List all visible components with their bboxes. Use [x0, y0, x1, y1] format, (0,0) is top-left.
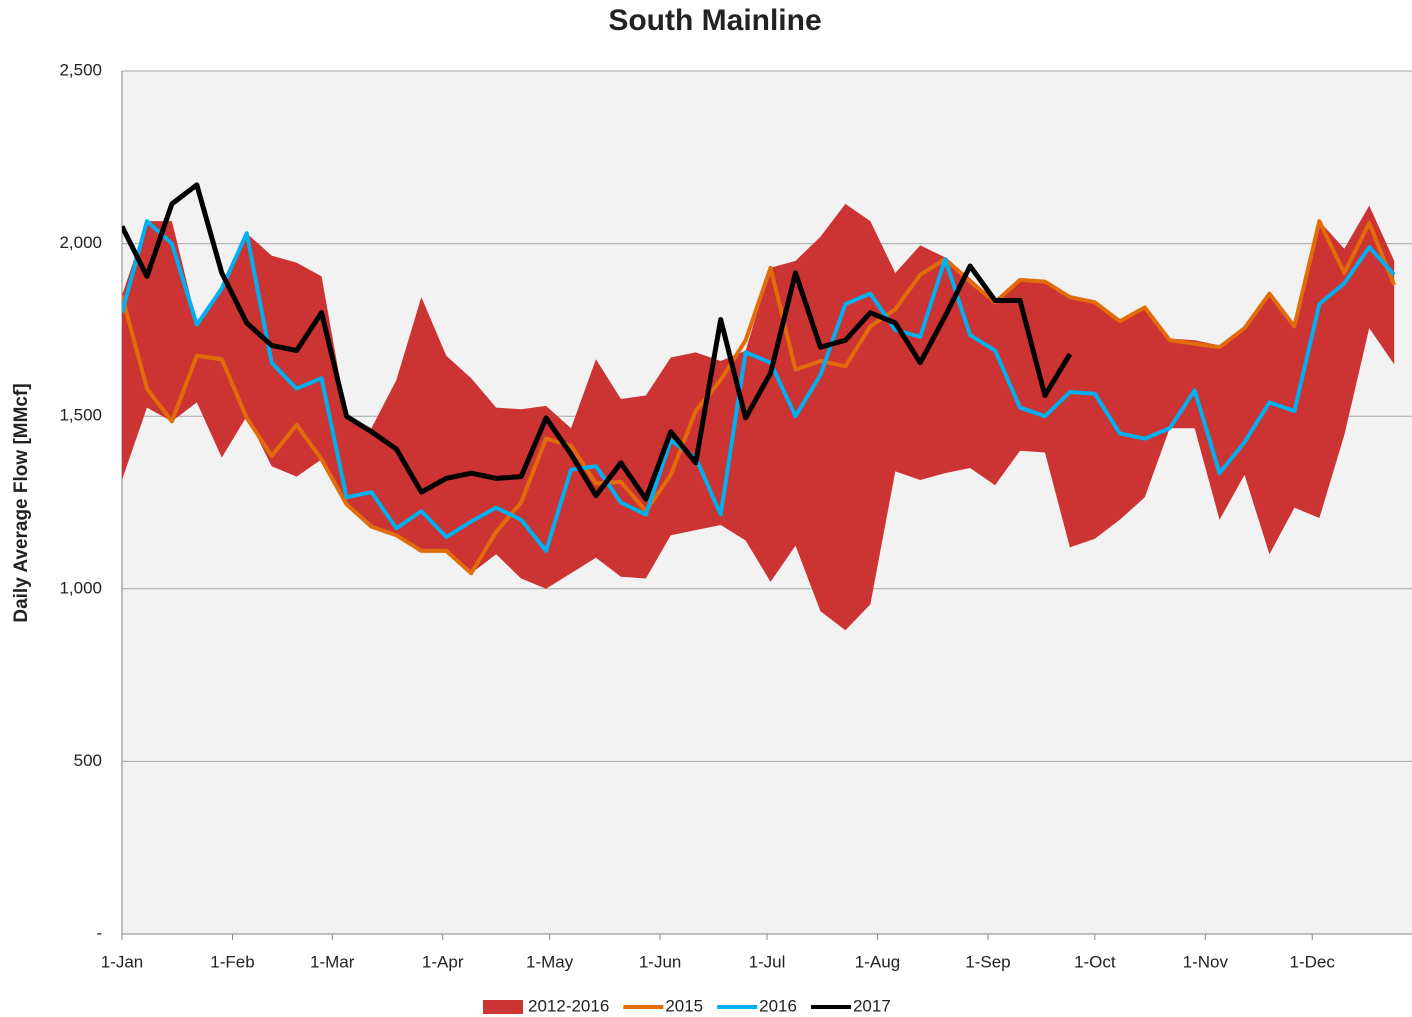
range-band: [122, 203, 1395, 631]
y-tick-label: 1,000: [59, 578, 102, 597]
y-axis-label: Daily Average Flow [MMcf]: [11, 383, 32, 622]
legend-label: 2017: [853, 996, 891, 1015]
x-tick-label: 1-Dec: [1290, 952, 1336, 971]
x-tick-label: 1-Mar: [310, 952, 355, 971]
legend-swatch: [483, 1000, 523, 1014]
x-tick-label: 1-Jan: [101, 952, 144, 971]
x-tick-label: 1-Apr: [422, 952, 464, 971]
line-series: [122, 219, 1396, 553]
legend-label: 2016: [759, 996, 797, 1015]
line-series: [122, 219, 1397, 576]
x-tick-label: 1-Jul: [749, 952, 786, 971]
x-tick-label: 1-Jun: [639, 952, 682, 971]
x-tick-label: 1-May: [526, 952, 574, 971]
legend-label: 2012-2016: [528, 996, 609, 1015]
x-tick-label: 1-Nov: [1183, 952, 1229, 971]
x-tick-label: 1-Oct: [1074, 952, 1116, 971]
x-tick-label: 1-Sep: [965, 952, 1010, 971]
line-series: [122, 182, 1073, 502]
y-tick-label: 500: [74, 751, 102, 770]
legend-label: 2015: [665, 996, 703, 1015]
x-tick-label: 1-Feb: [210, 952, 254, 971]
y-tick-label: -: [96, 923, 102, 942]
x-tick-label: 1-Aug: [855, 952, 900, 971]
y-tick-label: 2,500: [59, 60, 102, 79]
y-tick-label: 2,000: [59, 233, 102, 252]
chart-title: South Mainline: [608, 4, 821, 37]
y-tick-label: 1,500: [59, 406, 102, 425]
